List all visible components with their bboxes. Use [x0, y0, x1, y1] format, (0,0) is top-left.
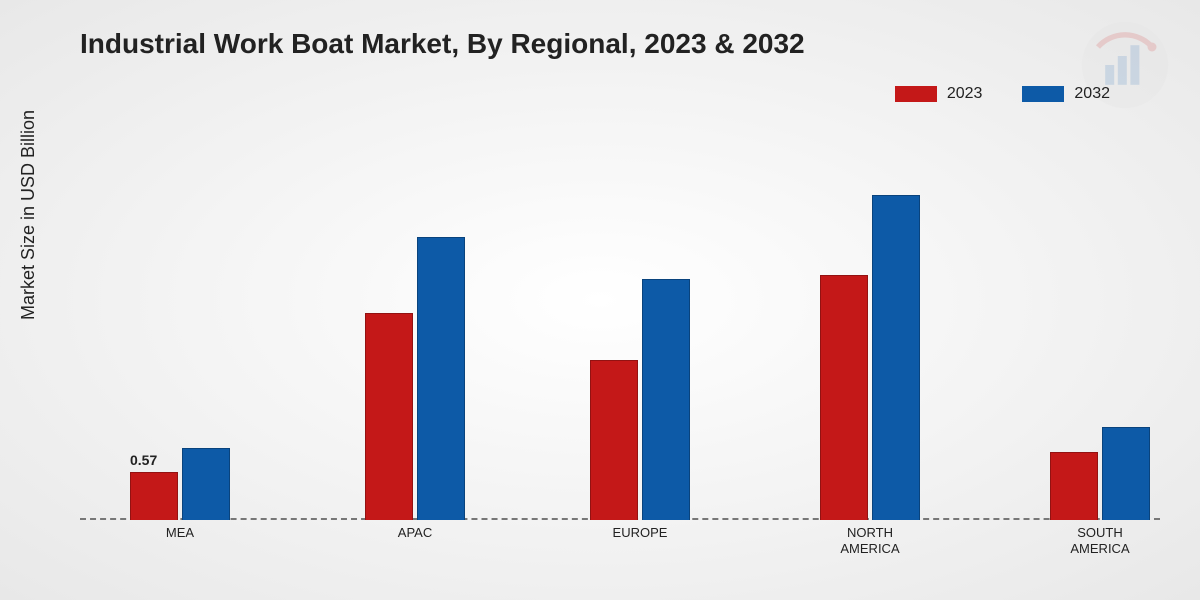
bar-2032: [642, 279, 690, 520]
bar-group: [590, 279, 690, 520]
bar-group: [820, 195, 920, 520]
x-axis-category-label: APAC: [398, 525, 432, 541]
bar-2032: [1102, 427, 1150, 520]
x-axis-category-label: EUROPE: [613, 525, 668, 541]
legend-item-2032: 2032: [1022, 85, 1110, 103]
y-axis-label: Market Size in USD Billion: [18, 110, 39, 320]
bar-group: 0.57: [130, 448, 230, 520]
bar-2032: [417, 237, 465, 520]
x-axis-category-label: NORTH AMERICA: [840, 525, 899, 556]
legend-swatch-2032: [1022, 86, 1064, 102]
x-axis-category-label: SOUTH AMERICA: [1070, 525, 1129, 556]
bar-2032: [872, 195, 920, 520]
legend-item-2023: 2023: [895, 85, 983, 103]
bar-value-label: 0.57: [130, 452, 157, 468]
bar-group: [1050, 427, 1150, 520]
bar-2023: [820, 275, 868, 520]
bar-2023: [365, 313, 413, 520]
bar-2023: [130, 472, 178, 520]
bar-2032: [182, 448, 230, 520]
legend-swatch-2023: [895, 86, 937, 102]
chart-legend: 2023 2032: [895, 85, 1110, 103]
x-axis-category-label: MEA: [166, 525, 194, 541]
chart-plot-area: 0.57: [80, 140, 1160, 520]
legend-label-2023: 2023: [947, 85, 983, 103]
chart-title: Industrial Work Boat Market, By Regional…: [80, 28, 805, 60]
legend-label-2032: 2032: [1074, 85, 1110, 103]
bar-2023: [1050, 452, 1098, 520]
bar-2023: [590, 360, 638, 520]
x-axis-labels: MEA APAC EUROPE NORTH AMERICA SOUTH AMERICA: [80, 525, 1160, 575]
bar-group: [365, 237, 465, 520]
